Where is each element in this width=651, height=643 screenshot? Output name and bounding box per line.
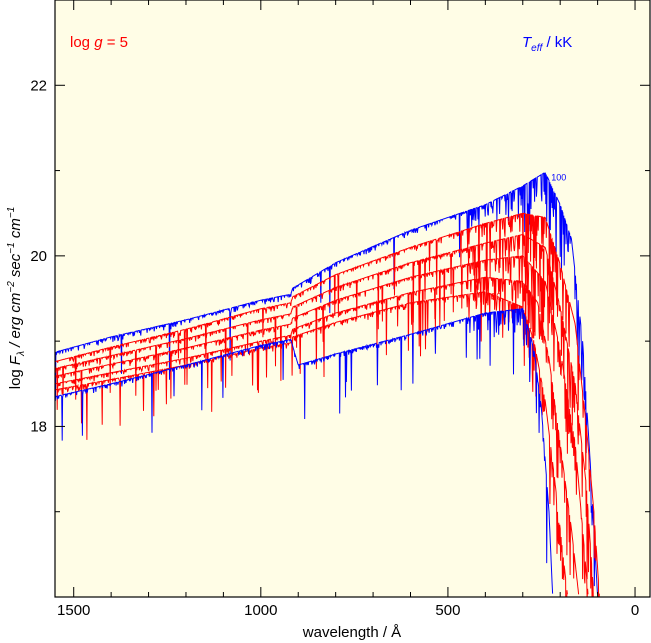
y-title-exp3: −1	[6, 207, 17, 218]
y-title-f-sub: λ	[16, 351, 27, 357]
x-tick-label: 1000	[244, 602, 277, 619]
teff-unit: / kK	[542, 34, 572, 51]
series-label-layer: 100 80	[491, 172, 566, 301]
plot-frame	[54, 0, 651, 598]
series-line-2	[55, 212, 600, 597]
series-line-6	[55, 291, 568, 597]
series-line-7	[55, 307, 554, 594]
y-tick-label: 20	[30, 248, 47, 265]
y-title-f: F	[7, 355, 24, 365]
series-line-4	[55, 255, 589, 597]
teff-symbol: T	[522, 34, 533, 51]
x-tick-label: 1500	[57, 602, 90, 619]
series-label-1: 100	[551, 172, 566, 182]
y-title-log: log	[7, 365, 24, 389]
x-tick-label: 0	[631, 602, 639, 619]
plot-background	[55, 0, 650, 597]
y-tick-label: 18	[30, 418, 47, 435]
log-g-prefix: log	[70, 34, 94, 51]
y-title-cm: cm	[7, 218, 24, 242]
series-label-6: 80	[491, 292, 501, 302]
tick-layer: 1500 1000 500 0 18 20 22	[30, 0, 650, 619]
y-title-exp1: −2	[6, 281, 17, 293]
y-title-exp2: −1	[6, 242, 17, 253]
teff-annotation: Teff / kK	[522, 34, 572, 54]
log-g-symbol: g	[94, 34, 103, 51]
y-tick-label: 22	[30, 77, 47, 94]
series-layer	[55, 172, 600, 597]
log-g-value: = 5	[103, 34, 128, 51]
y-title-erg: / erg cm	[7, 293, 24, 351]
series-line-1	[55, 172, 598, 595]
y-axis-title: log Fλ / erg cm−2 sec−1 cm−1	[6, 207, 27, 390]
x-axis-title: wavelength / Å	[302, 624, 401, 641]
y-title-sec: sec	[7, 253, 24, 281]
series-line-5	[55, 276, 580, 595]
teff-subscript: eff	[531, 43, 543, 54]
x-tick-label: 500	[435, 602, 460, 619]
series-line-3	[55, 233, 594, 597]
log-g-annotation: log g = 5	[70, 34, 128, 51]
